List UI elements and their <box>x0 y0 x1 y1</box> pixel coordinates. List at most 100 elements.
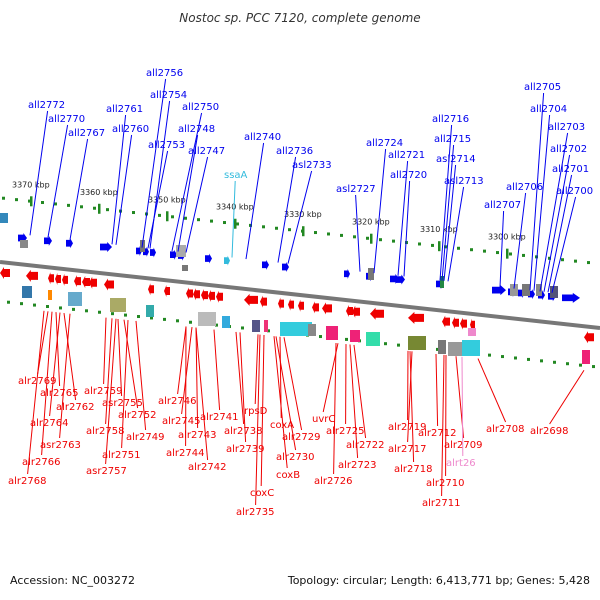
gene-label-all2700: all2700 <box>556 186 593 197</box>
gene-label-alr2708: alr2708 <box>486 424 524 435</box>
gene-label-all2767: all2767 <box>68 128 105 139</box>
gene-label-all2756: all2756 <box>146 68 183 79</box>
callout-line <box>461 356 464 457</box>
gene-label-alr2710: alr2710 <box>426 478 464 489</box>
callout-line <box>441 144 455 281</box>
gene-label-alr2759: alr2759 <box>84 386 122 397</box>
scale-dot <box>223 221 226 225</box>
gene-label-alr2743: alr2743 <box>178 430 216 441</box>
callout-line <box>533 114 551 291</box>
lower-scale-dot <box>579 363 582 367</box>
callout-line <box>254 334 259 405</box>
gene-label-alr2766: alr2766 <box>22 457 60 468</box>
reverse-gene-arrow <box>452 316 459 329</box>
scale-dot <box>80 205 83 209</box>
reverse-gene-arrow <box>346 305 353 318</box>
annotation-square <box>252 320 260 332</box>
gene-label-alr2725: alr2725 <box>326 426 364 437</box>
lower-scale-dot <box>592 365 595 369</box>
reverse-gene-arrow <box>186 287 193 300</box>
scale-label: 3360 kbp <box>80 188 118 197</box>
gene-label-alr2762: alr2762 <box>56 402 94 413</box>
callout-line <box>447 186 465 282</box>
lower-scale-dot <box>384 342 387 346</box>
gene-label-alr2735: alr2735 <box>236 507 274 518</box>
callout-line <box>477 358 507 423</box>
callout-line <box>63 312 77 401</box>
callout-line <box>255 334 261 506</box>
forward-gene-arrow <box>205 253 212 264</box>
scale-dot <box>327 232 330 236</box>
gene-label-alr2730: alr2730 <box>276 452 314 463</box>
callout-line <box>141 78 167 248</box>
gene-label-alr2719: alr2719 <box>388 422 426 433</box>
reverse-gene-arrow <box>48 272 54 285</box>
annotation-square <box>350 330 360 342</box>
callout-line <box>117 318 123 397</box>
gene-label-alr2718: alr2718 <box>394 464 432 475</box>
callout-line <box>260 335 265 487</box>
lower-scale-dot <box>85 309 88 313</box>
lower-scale-dot <box>59 306 62 310</box>
gene-label-asl2713: asl2713 <box>444 176 484 187</box>
gene-label-all2750: all2750 <box>182 102 219 113</box>
scale-major-tick <box>30 196 33 207</box>
scale-dot <box>275 226 278 230</box>
callout-line <box>499 210 505 288</box>
scale-dot <box>496 251 499 255</box>
gene-label-ssaA: ssaA <box>224 170 248 181</box>
annotation-square <box>308 324 316 336</box>
callout-line <box>283 337 303 431</box>
lower-scale-dot <box>488 353 491 357</box>
scale-major-tick <box>438 241 441 252</box>
callout-line <box>245 142 265 260</box>
scale-dot <box>132 211 135 215</box>
callout-line <box>27 310 45 475</box>
gene-label-all2748: all2748 <box>178 124 215 135</box>
lower-scale-dot <box>33 303 36 307</box>
gene-label-all2721: all2721 <box>388 150 425 161</box>
annotation-square <box>68 292 82 306</box>
forward-gene-arrow <box>562 292 580 303</box>
scale-dot <box>431 243 434 247</box>
annotation-square <box>510 284 518 296</box>
scale-dot <box>522 253 525 257</box>
gene-label-all2706: all2706 <box>506 182 543 193</box>
callout-line <box>277 156 297 263</box>
gene-label-alr2722: alr2722 <box>346 440 384 451</box>
callout-line <box>513 192 527 289</box>
gene-label-all2720: all2720 <box>390 170 427 181</box>
gene-label-asr2763: asr2763 <box>40 440 81 451</box>
gene-label-alr2768: alr2768 <box>8 476 46 487</box>
annotation-square <box>48 290 52 300</box>
gene-label-alrt26: alrt26 <box>446 458 476 469</box>
scale-dot <box>28 199 31 203</box>
reverse-gene-arrow <box>352 305 360 318</box>
reverse-gene-arrow <box>104 278 114 291</box>
callout-line <box>231 180 236 258</box>
callout-line <box>37 311 49 375</box>
gene-label-all2702: all2702 <box>550 144 587 155</box>
annotation-square <box>326 326 338 340</box>
annotation-square <box>198 312 216 326</box>
scale-dot <box>366 236 369 240</box>
gene-label-all2760: all2760 <box>112 124 149 135</box>
reverse-gene-arrow <box>62 273 68 286</box>
scale-major-tick <box>166 211 169 222</box>
annotation-square <box>440 276 444 288</box>
gene-label-alr2765: alr2765 <box>40 388 78 399</box>
lower-scale-dot <box>137 315 140 319</box>
scale-label: 3300 kbp <box>488 233 526 242</box>
reverse-gene-arrow <box>244 293 258 306</box>
callout-line <box>111 114 127 245</box>
annotation-square <box>0 213 8 223</box>
callout-line <box>353 344 367 439</box>
annotation-square <box>366 332 380 346</box>
gene-label-alr2726: alr2726 <box>314 476 352 487</box>
scale-dot <box>210 219 213 223</box>
lower-scale-dot <box>163 317 166 321</box>
annotation-square <box>462 340 480 356</box>
scale-dot <box>184 216 187 220</box>
lower-scale-dot <box>72 307 75 311</box>
reverse-gene-arrow <box>74 275 81 288</box>
